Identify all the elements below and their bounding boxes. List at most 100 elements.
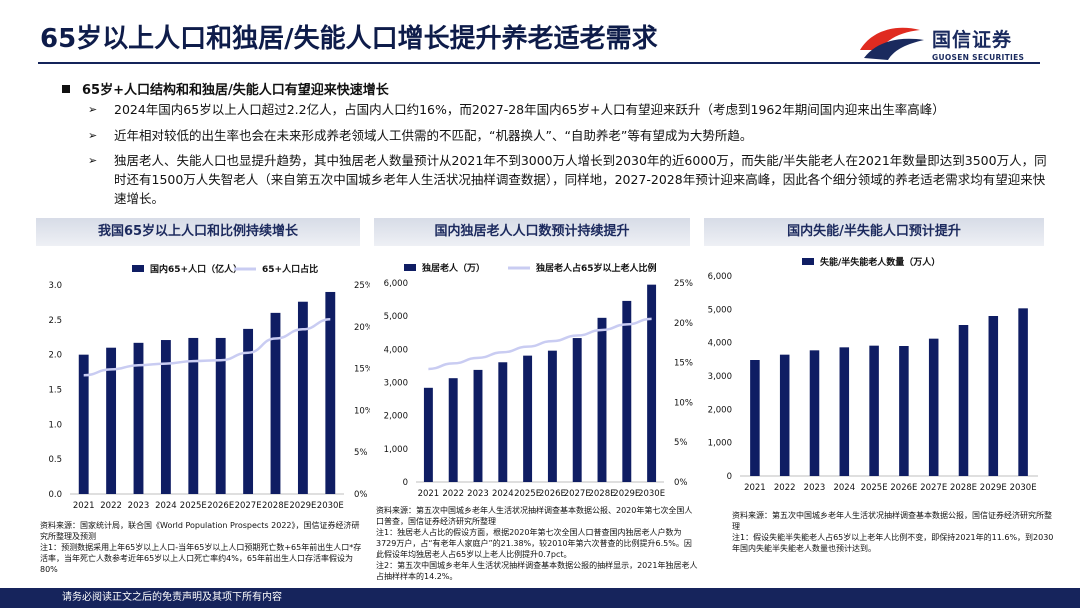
legend-line-label: 65+人口占比 (262, 263, 318, 275)
y-tick-label: 0 (727, 472, 732, 482)
x-tick-label: 2028E (588, 489, 615, 499)
x-tick-label: 2021 (73, 501, 95, 511)
x-tick-label: 2025E (180, 501, 207, 511)
legend-bar-swatch (132, 265, 144, 272)
x-tick-label: 2024 (155, 501, 177, 511)
x-tick-label: 2025E (514, 489, 541, 499)
y-tick-label: 3,000 (708, 372, 732, 382)
bar (160, 340, 171, 494)
y-tick-label: 1.0 (48, 420, 62, 430)
y2-tick-label: 20% (674, 319, 693, 329)
y-tick-label: 2.0 (48, 351, 62, 361)
bar (106, 347, 117, 494)
x-tick-label: 2028E (950, 483, 977, 493)
y-tick-label: 0.5 (48, 455, 62, 465)
footer-disclaimer: 请务必阅读正文之后的免责声明及其项下所有内容 (0, 588, 1080, 608)
bar (928, 338, 939, 476)
bar (133, 342, 144, 494)
bar (523, 355, 533, 482)
y2-tick-label: 5% (674, 438, 688, 448)
bar (297, 301, 308, 494)
chart-65plus-population: 国内65+人口（亿人） 65+人口占比 0.0 0.5 1.0 1.5 2.0 2.5 3.0 0… (48, 263, 370, 511)
y-tick-label: 1,000 (708, 439, 732, 449)
note-line: 注1：假设失能半失能老人占65岁以上老年人比例不变，即保持2021年的11.6%… (732, 533, 1054, 553)
y-tick-label: 6,000 (708, 272, 732, 282)
x-tick-label: 2029E (289, 501, 316, 511)
bar (270, 312, 281, 494)
bar (243, 328, 254, 494)
bar (473, 369, 483, 482)
x-tick-label: 2021 (418, 489, 440, 499)
x-tick-label: 2026E (539, 489, 566, 499)
y2-tick-label: 5% (354, 448, 368, 458)
x-tick-label: 2022 (442, 489, 464, 499)
y2-tick-label: 0% (674, 478, 688, 488)
y-tick-label: 2,000 (708, 405, 732, 415)
y-tick-label: 4,000 (708, 339, 732, 349)
brand-logo: 国信证券 GUOSEN SECURITIES (858, 22, 1038, 66)
note-line: 资料来源：国家统计局，联合国《World Population Prospect… (40, 521, 360, 541)
legend-bar-label: 失能/半失能老人数量（万人） (820, 256, 940, 268)
bullet-text: 2024年国内65岁以上人口超过2.2亿人，占国内人口约16%，而2027-28… (114, 102, 945, 117)
note-line: 资料来源：第五次中国城乡老年人生活状况抽样调查基本数据公报，国信证券经济研究所整… (732, 511, 1052, 531)
note-line: 注1：预测数据采用上年65岁以上人口-当年65岁以上人口预期死亡数+65年前出生… (40, 543, 362, 574)
y-tick-label: 6,000 (384, 279, 408, 289)
logo-chinese-name: 国信证券 (932, 29, 1013, 51)
y2-tick-label: 25% (354, 281, 370, 291)
y-tick-label: 2.5 (48, 316, 62, 326)
x-tick-label: 2022 (100, 501, 122, 511)
chart-disabled-elderly: 失能/半失能老人数量（万人） 0 1,000 2,000 3,000 4,000 5,000… (708, 256, 1038, 493)
legend-bar-swatch (802, 258, 814, 265)
bar (622, 300, 632, 482)
chart2-heading: 国内独居老人人口数预计持续提升 (374, 218, 690, 246)
logo-english-name: GUOSEN SECURITIES (932, 53, 1025, 62)
bar (869, 345, 879, 476)
bullet-item: ➢ 独居老人、失能人口也显提升趋势，其中独居老人数量预计从2021年不到3000… (88, 151, 1048, 208)
x-tick-label: 2021 (744, 483, 766, 493)
bar (215, 337, 226, 494)
legend-bar-swatch (404, 264, 416, 271)
chart1-heading: 我国65岁以上人口和比例持续增长 (36, 218, 360, 246)
bar (988, 316, 999, 476)
legend-bar-label: 国内65+人口（亿人） (150, 263, 242, 275)
title-divider (38, 62, 1040, 64)
bar (958, 325, 969, 476)
y2-tick-label: 0% (354, 490, 368, 500)
x-tick-label: 2029E (980, 483, 1007, 493)
y-tick-label: 3,000 (384, 379, 408, 389)
x-tick-label: 2026E (207, 501, 234, 511)
series-line (428, 317, 652, 371)
bar (498, 362, 508, 482)
bar (1018, 308, 1028, 476)
bar (572, 338, 582, 482)
chart2-source-note: 资料来源：第五次中国城乡老年人生活状况抽样调查基本数据公报、2020年第七次全国… (376, 505, 698, 582)
bar (78, 354, 89, 494)
bar (779, 354, 790, 476)
section-heading: 65岁+人口结构和和独居/失能人口有望迎来快速增长 (62, 79, 389, 98)
bar (839, 347, 850, 476)
bar (750, 360, 760, 476)
y-tick-label: 5,000 (384, 312, 408, 322)
y-tick-label: 0.0 (48, 490, 62, 500)
chart3-source-note: 资料来源：第五次中国城乡老年人生活状况抽样调查基本数据公报，国信证券经济研究所整… (732, 510, 1058, 554)
legend-line-label: 独居老人占65岁以上老人比例 (535, 262, 657, 274)
x-tick-label: 2030E (638, 489, 665, 499)
note-line: 资料来源：第五次中国城乡老年人生活状况抽样调查基本数据公报、2020年第七次全国… (376, 506, 693, 526)
x-tick-label: 2024 (833, 483, 855, 493)
arrow-bullet-icon: ➢ (88, 129, 98, 142)
arrow-bullet-icon: ➢ (88, 103, 98, 116)
x-tick-label: 2030E (317, 501, 344, 511)
note-line: 注1：独居老人占比的假设方面，根据2020年第七次全国人口普查国内独居老人户数为… (376, 528, 692, 559)
series-line (83, 318, 331, 377)
bullet-text: 独居老人、失能人口也显提升趋势，其中独居老人数量预计从2021年不到3000万人… (114, 153, 1047, 206)
square-bullet-icon (62, 84, 70, 93)
y-tick-label: 5,000 (708, 305, 732, 315)
bar (188, 337, 199, 494)
y2-tick-label: 15% (354, 365, 370, 375)
x-tick-label: 2023 (128, 501, 150, 511)
x-tick-label: 2027E (235, 501, 262, 511)
y-tick-label: 3.0 (48, 281, 62, 291)
legend-bar-label: 独居老人（万） (421, 262, 485, 274)
chart1-source-note: 资料来源：国家统计局，联合国《World Population Prospect… (40, 520, 362, 575)
bar (809, 350, 820, 476)
